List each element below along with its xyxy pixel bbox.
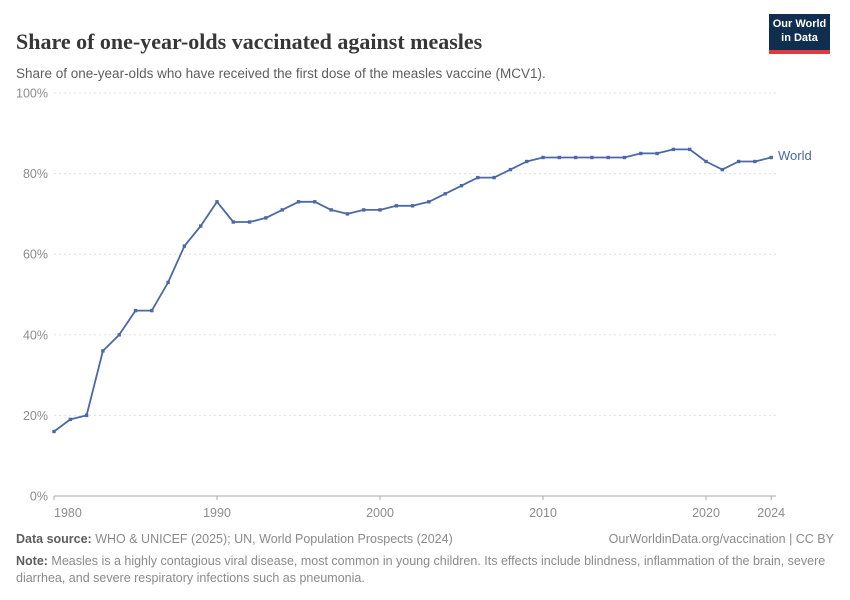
world-series-line[interactable] [53,148,772,433]
owid-logo-line2: in Data [781,32,818,45]
data-point-marker[interactable] [655,151,659,156]
data-point-marker[interactable] [476,175,480,180]
data-point-marker[interactable] [525,159,529,164]
data-point-marker[interactable] [313,200,317,204]
data-point-marker[interactable] [133,308,138,313]
note-text: Measles is a highly contagious viral dis… [16,554,826,585]
data-point-marker[interactable] [688,147,692,152]
y-axis-tick-label: 20% [23,409,48,423]
chart-subtitle: Share of one-year-olds who have received… [16,65,546,81]
data-point-marker[interactable] [296,200,301,204]
data-point-marker[interactable] [84,413,89,418]
data-point-marker[interactable] [590,155,594,160]
y-axis-tick-label: 60% [23,248,48,262]
footnote: Note: Measles is a highly contagious vir… [16,553,834,586]
data-point-marker[interactable] [443,192,447,196]
x-axis-tick-label: 2000 [366,506,394,520]
data-point-marker[interactable] [573,155,578,160]
data-point-marker[interactable] [231,220,235,224]
data-point-marker[interactable] [427,200,431,204]
data-point-marker[interactable] [378,208,382,212]
x-axis-tick-label: 2010 [529,506,557,520]
data-point-marker[interactable] [508,167,513,172]
data-point-marker[interactable] [753,159,757,164]
data-point-marker[interactable] [280,208,284,212]
data-point-marker[interactable] [345,212,350,216]
page-title: Share of one-year-olds vaccinated agains… [16,28,483,54]
x-axis-tick-label: 2020 [692,506,720,520]
x-axis-tick-label: 1990 [203,506,231,520]
y-axis-tick-label: 100% [16,87,48,101]
data-point-marker[interactable] [671,147,676,152]
data-point-marker[interactable] [166,280,170,285]
owid-url-link[interactable]: OurWorldinData.org/vaccination | CC BY [608,532,834,546]
data-point-marker[interactable] [769,155,773,160]
data-source-line: Data source: WHO & UNICEF (2025); UN, Wo… [16,531,453,547]
owid-logo-line1: Our World [772,18,827,30]
data-point-marker[interactable] [215,200,219,204]
data-point-marker[interactable] [101,349,105,353]
chart-footer: Data source: WHO & UNICEF (2025); UN, Wo… [16,531,834,586]
data-point-marker[interactable] [264,216,268,220]
data-point-marker[interactable] [68,417,72,422]
data-point-marker[interactable] [622,155,627,160]
data-point-marker[interactable] [459,184,464,188]
data-point-marker[interactable] [720,167,724,172]
y-axis-tick-label: 0% [30,490,48,504]
y-axis-tick-label: 40% [23,328,48,342]
data-point-marker[interactable] [736,159,741,164]
data-point-marker[interactable] [557,155,561,160]
data-point-marker[interactable] [150,308,154,313]
data-point-marker[interactable] [492,175,496,180]
data-point-marker[interactable] [117,333,121,337]
y-axis-tick-label: 80% [23,167,48,181]
data-source-label: Data source: [16,532,92,546]
data-point-marker[interactable] [639,151,643,156]
series-entity-label[interactable]: World [778,148,812,163]
note-label: Note: [16,554,48,569]
data-point-marker[interactable] [247,220,252,224]
data-point-marker[interactable] [362,208,366,212]
data-point-marker[interactable] [410,204,415,208]
data-point-marker[interactable] [329,208,333,212]
x-axis-tick-label: 2024 [757,506,785,520]
data-point-marker[interactable] [541,155,545,160]
data-point-marker[interactable] [182,244,187,248]
data-point-marker[interactable] [52,429,56,434]
data-point-marker[interactable] [394,204,398,208]
owid-logo[interactable]: Our World in Data [769,14,830,54]
x-axis-tick-label: 1980 [54,506,82,520]
data-point-marker[interactable] [199,224,203,228]
data-point-marker[interactable] [704,159,708,164]
data-point-marker[interactable] [606,155,610,160]
data-source-text: WHO & UNICEF (2025); UN, World Populatio… [91,532,453,546]
